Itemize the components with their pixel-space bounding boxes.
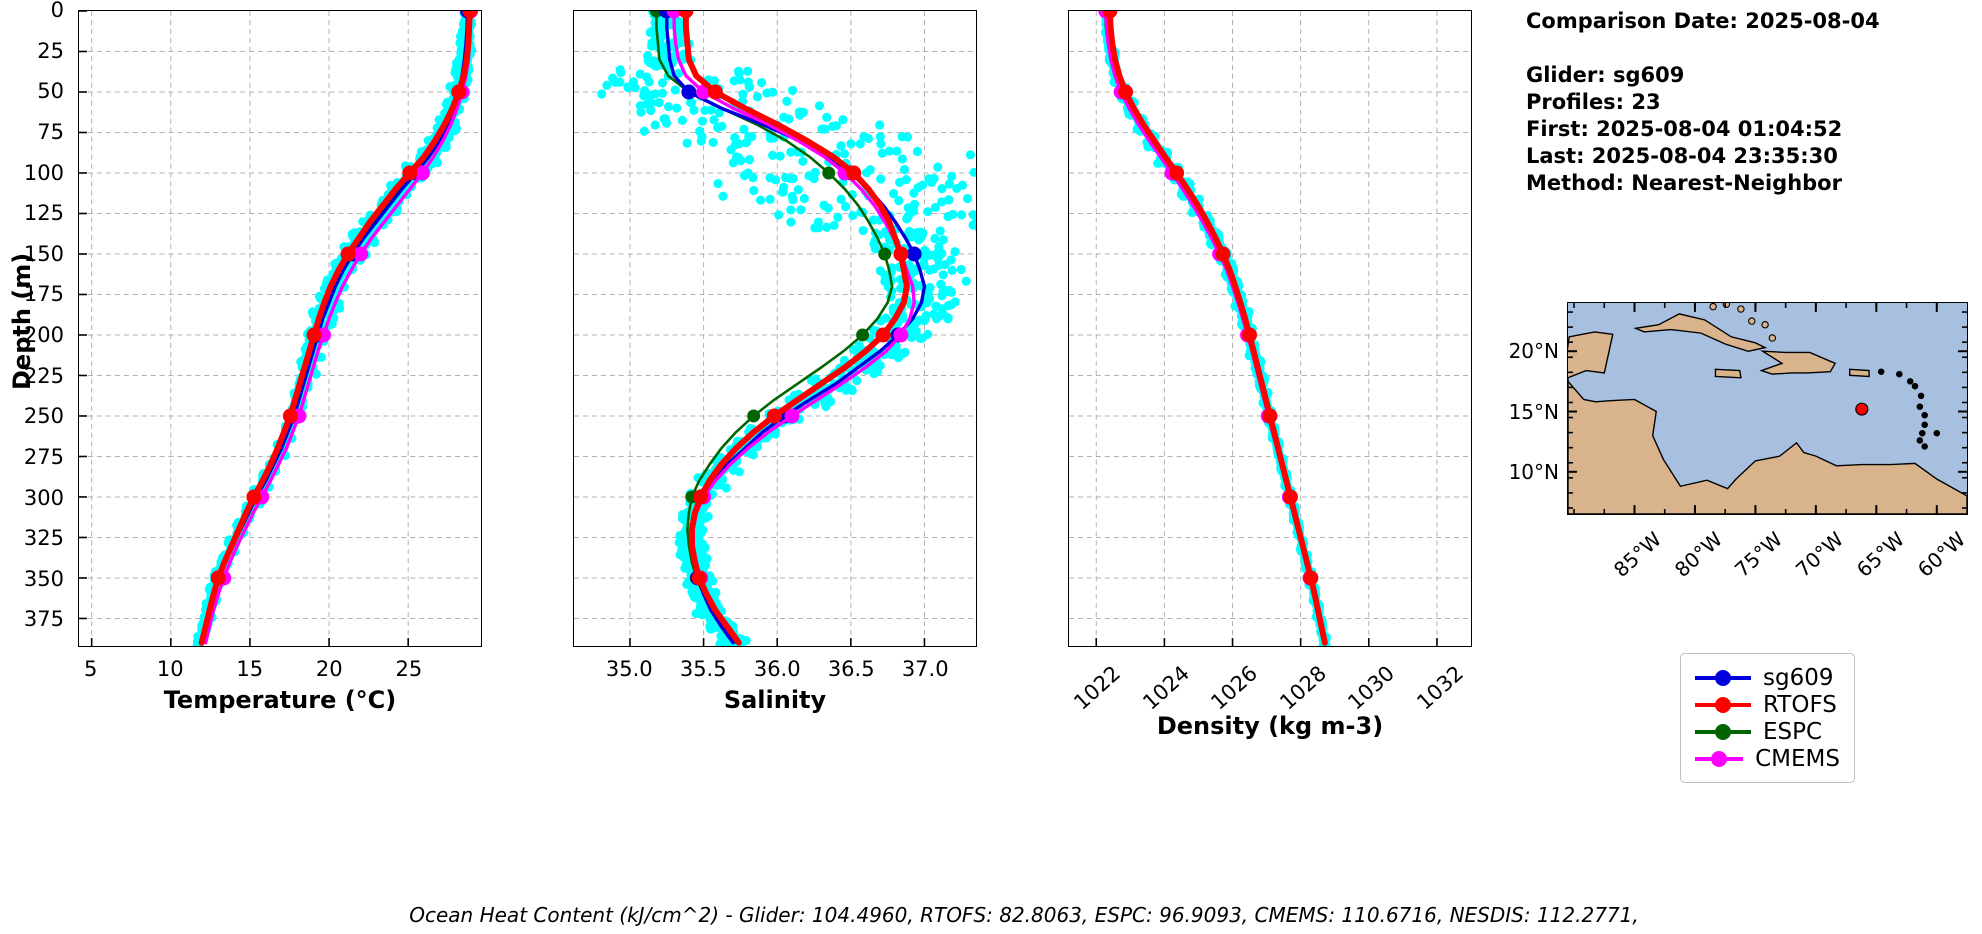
legend-item-espc[interactable]: ESPC xyxy=(1695,718,1840,745)
first-profile-time-text: First: 2025-08-04 01:04:52 xyxy=(1526,117,1843,141)
axis-tick-label: 25 xyxy=(395,657,423,681)
depth-tick-label: 0 xyxy=(50,0,64,22)
depth-tick-label: 150 xyxy=(23,241,64,266)
legend-marker-dot xyxy=(1715,696,1731,713)
axis-tick-label: 1022 xyxy=(1069,661,1126,715)
depth-tick-label: 100 xyxy=(23,160,64,185)
glider-id-text: Glider: sg609 xyxy=(1526,63,1685,87)
location-map-inset xyxy=(1567,302,1968,515)
depth-tick-label: 50 xyxy=(37,79,64,104)
axis-tick-label: 1030 xyxy=(1343,661,1400,715)
axis-tick-label: 15 xyxy=(236,657,264,681)
legend-item-sg609[interactable]: sg609 xyxy=(1695,664,1840,691)
profiles-count-text: Profiles: 23 xyxy=(1526,90,1661,114)
depth-tick-label: 200 xyxy=(23,323,64,347)
density-axis-label: Density (kg m-3) xyxy=(1156,712,1384,740)
legend-line-swatch xyxy=(1695,696,1751,713)
legend-marker-dot xyxy=(1715,723,1731,740)
ocean-heat-content-caption: Ocean Heat Content (kJ/cm^2) - Glider: 1… xyxy=(409,903,1639,927)
caribbean-map-canvas xyxy=(1568,303,1967,514)
axis-tick-label: 1024 xyxy=(1138,661,1194,715)
axis-tick-label: 35.0 xyxy=(605,657,653,681)
axis-tick-label: 1032 xyxy=(1412,661,1468,715)
series-legend: sg609 RTOFS ESPC CMEMS xyxy=(1680,653,1855,783)
last-profile-time-text: Last: 2025-08-04 23:35:30 xyxy=(1526,144,1838,168)
temperature-profile-panel xyxy=(78,10,482,647)
axis-tick-label: 10 xyxy=(156,657,184,681)
depth-tick-label: 350 xyxy=(23,566,64,591)
temperature-axis-label: Temperature (°C) xyxy=(163,686,397,714)
legend-marker-dot xyxy=(1715,669,1731,686)
depth-tick-label: 250 xyxy=(23,404,64,429)
depth-tick-label: 325 xyxy=(23,526,64,551)
salinity-axis-label: Salinity xyxy=(723,686,827,714)
depth-tick-label: 175 xyxy=(23,282,64,307)
map-latitude-label: 20°N xyxy=(1508,338,1559,363)
legend-item-label: ESPC xyxy=(1763,718,1823,745)
comparison-date-text: Comparison Date: 2025-08-04 xyxy=(1526,9,1880,33)
legend-line-swatch xyxy=(1695,669,1751,686)
axis-tick-label: 37.0 xyxy=(901,657,949,681)
depth-axis-label: Depth (m) xyxy=(8,252,36,390)
axis-tick-label: 1028 xyxy=(1275,661,1331,715)
depth-tick-label: 375 xyxy=(23,607,64,632)
legend-marker-dot xyxy=(1711,750,1728,767)
map-longitude-label: 70°W xyxy=(1791,527,1849,582)
depth-tick-label: 275 xyxy=(23,444,64,469)
axis-tick-label: 5 xyxy=(84,657,98,681)
map-longitude-label: 85°W xyxy=(1608,527,1666,582)
density-profile-panel xyxy=(1068,10,1472,647)
method-text: Method: Nearest-Neighbor xyxy=(1526,171,1842,195)
legend-item-label: CMEMS xyxy=(1755,745,1840,772)
axis-tick-label: 20 xyxy=(315,657,343,681)
legend-item-label: sg609 xyxy=(1763,664,1834,691)
legend-item-rtofs[interactable]: RTOFS xyxy=(1695,691,1840,718)
legend-line-swatch xyxy=(1695,750,1744,767)
depth-tick-label: 125 xyxy=(23,201,64,226)
depth-tick-label: 75 xyxy=(37,119,64,144)
depth-tick-label: 25 xyxy=(37,38,64,63)
temperature-plot-canvas xyxy=(79,11,481,646)
axis-tick-label: 1026 xyxy=(1206,661,1263,715)
density-plot-canvas xyxy=(1069,11,1471,646)
map-latitude-label: 10°N xyxy=(1508,460,1559,485)
map-longitude-label: 60°W xyxy=(1912,527,1970,582)
map-longitude-label: 80°W xyxy=(1669,527,1727,582)
axis-tick-label: 36.5 xyxy=(827,657,875,681)
depth-tick-label: 300 xyxy=(23,485,64,510)
map-longitude-label: 65°W xyxy=(1851,527,1909,582)
map-longitude-label: 75°W xyxy=(1730,527,1788,582)
axis-tick-label: 36.0 xyxy=(753,657,801,681)
legend-line-swatch xyxy=(1695,723,1751,740)
axis-tick-label: 35.5 xyxy=(679,657,727,681)
salinity-plot-canvas xyxy=(574,11,976,646)
depth-tick-label: 225 xyxy=(23,363,64,388)
map-latitude-label: 15°N xyxy=(1508,399,1559,424)
salinity-profile-panel xyxy=(573,10,977,647)
legend-item-label: RTOFS xyxy=(1763,691,1837,718)
legend-item-cmems[interactable]: CMEMS xyxy=(1695,745,1840,772)
